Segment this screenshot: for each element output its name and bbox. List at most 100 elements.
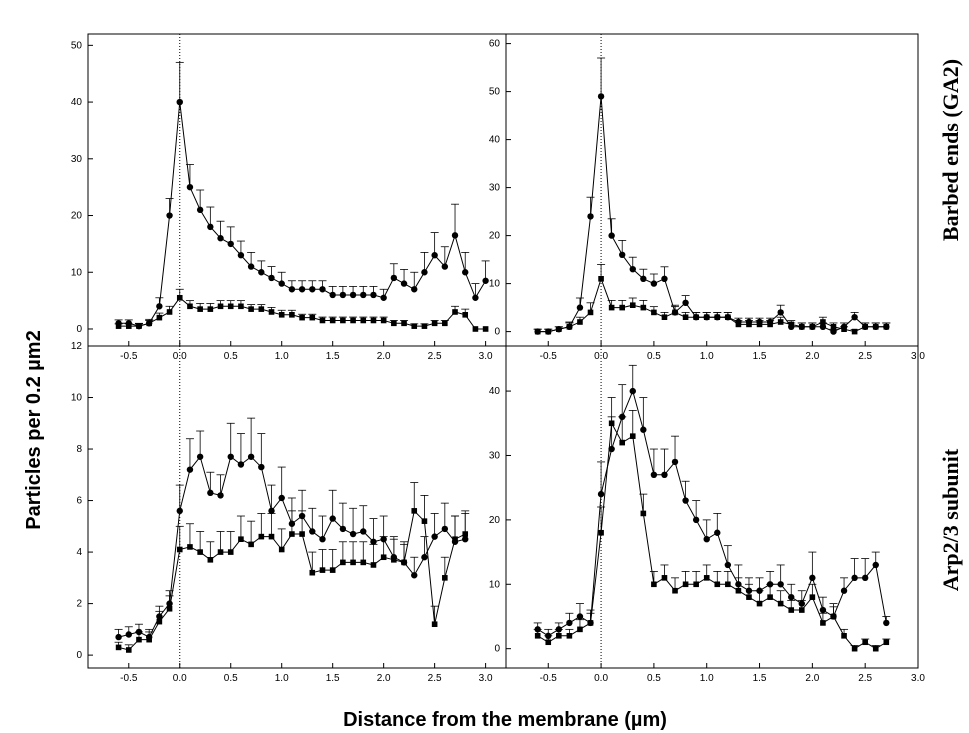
data-point-square [411,508,418,514]
data-point-circle [247,453,255,460]
data-point-circle [777,581,784,588]
data-point-square [442,320,448,327]
data-point-square [278,312,285,318]
y-tick-label: 0 [76,650,82,661]
data-point-circle [851,574,858,582]
data-point-square [830,613,837,620]
y-tick-label: 30 [489,450,501,461]
data-point-square [777,600,784,607]
y-axis-label: Particles per 0.2 µm2 [23,330,45,529]
data-point-circle [462,536,469,543]
x-tick-label: 1.5 [753,351,767,362]
data-point-circle [441,263,449,270]
data-point-square [629,302,636,308]
data-point-circle [288,286,296,293]
data-point-circle [619,251,626,258]
data-point-square [227,549,234,555]
data-point-circle [629,387,636,395]
series-line [537,421,887,650]
data-point-square [115,644,122,651]
data-point-square [156,618,163,625]
data-point-circle [597,490,605,498]
panel-p00: -0.5 0.0 0.5 1.0 1.5 2.0 2.5 3.0 0 10 20 30 40 50 [71,33,507,362]
x-tick-label: 2.0 [377,351,391,362]
y-tick-label: 20 [489,231,501,242]
series-square [533,397,891,652]
series-square [114,288,489,332]
data-point-square [619,439,626,446]
x-tick-label: 1.0 [700,673,714,684]
data-point-square [820,620,826,626]
y-tick-label: 30 [489,183,501,194]
data-point-square [788,321,795,328]
data-point-circle [186,466,194,473]
data-point-circle [156,303,163,310]
panel-p11: -0.5 0.0 0.5 1.0 1.5 2.0 2.5 3.0 0 10 20 30 40 [489,345,925,684]
data-point-square [217,549,224,555]
plot-frame [87,345,507,669]
data-point-square [227,303,234,310]
data-point-square [238,303,244,310]
data-point-square [672,587,678,594]
data-point-square [777,319,784,325]
data-point-square [350,559,356,566]
x-tick-label: 1.0 [275,351,289,362]
x-tick-label: 2.5 [858,351,872,362]
data-point-circle [421,269,428,276]
data-point-circle [196,206,204,214]
data-point-circle [217,235,224,242]
series-square [114,482,470,653]
data-point-square [587,309,594,316]
y-tick-label: 40 [489,135,501,146]
y-tick-label: 20 [71,211,83,222]
data-point-square [651,309,657,316]
data-point-circle [237,252,245,259]
data-point-square [411,323,418,329]
series-line [118,102,487,327]
data-point-square [176,546,183,553]
data-point-circle [851,314,858,321]
data-point-square [851,328,858,335]
data-point-square [115,323,122,329]
data-point-square [452,309,458,315]
data-point-square [146,320,152,327]
data-point-circle [176,507,183,515]
data-point-circle [339,525,347,533]
x-tick-label: 0.0 [594,673,608,684]
data-point-square [556,633,562,639]
y-tick-label: 10 [489,579,501,590]
data-point-circle [227,240,234,248]
panels-group: -0.5 0.0 0.5 1.0 1.5 2.0 2.5 3.001020304050-0.5… [71,33,925,684]
data-point-square [566,633,573,639]
data-point-square [661,314,668,320]
data-point-square [421,518,428,524]
data-point-square [248,306,254,312]
data-point-circle [421,554,428,561]
x-tick-label: 0.5 [647,673,661,684]
data-point-circle [360,291,367,299]
data-point-square [401,320,407,327]
data-point-circle [207,223,214,231]
data-point-square [725,581,731,588]
data-point-square [608,304,615,311]
y-tick-label: 2 [76,599,82,610]
data-point-circle [329,291,336,299]
x-axis-label: Distance from the membrane (µm) [343,709,667,731]
data-point-circle [872,561,879,569]
data-point-square [693,314,699,320]
data-point-square [883,324,890,330]
data-point-circle [462,269,469,276]
data-point-circle [237,461,245,468]
data-point-square [370,317,377,324]
y-tick-label: 10 [71,393,83,404]
x-tick-label: 1.5 [326,673,340,684]
x-tick-label: 0.0 [173,673,187,684]
x-tick-label: -0.5 [120,673,138,684]
data-point-square [608,420,615,427]
data-point-square [534,328,541,335]
data-point-circle [576,304,584,311]
y-tick-label: 50 [71,40,83,51]
data-point-square [756,600,763,607]
data-point-square [672,309,678,316]
y-tick-label: 0 [76,324,82,335]
